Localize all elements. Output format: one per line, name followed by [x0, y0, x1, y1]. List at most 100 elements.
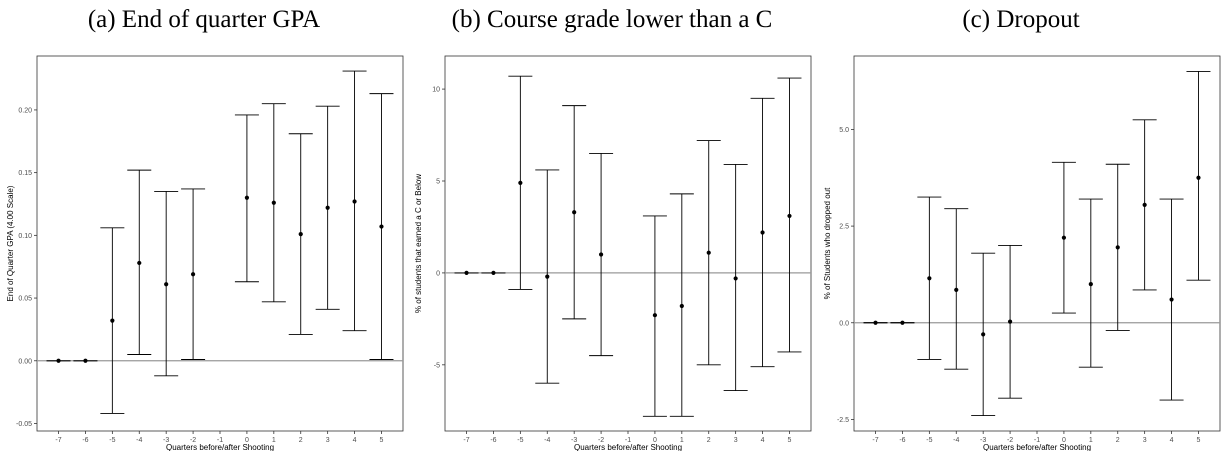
y-tick-label: 10: [432, 87, 440, 94]
chart-title: (a) End of quarter GPA: [87, 6, 321, 33]
estimate-3: [315, 105, 340, 310]
x-tick-label: 4: [761, 437, 765, 444]
x-tick-label: -5: [109, 437, 115, 444]
point-estimate: [787, 213, 792, 219]
x-axis-title: Quarters before/after Shooting: [983, 443, 1091, 451]
x-tick-label: 0: [245, 437, 249, 444]
point-estimate: [464, 270, 469, 276]
y-tick-label: 0.10: [18, 233, 32, 240]
y-tick-label: 5.0: [839, 127, 849, 134]
point-estimate: [706, 250, 711, 255]
estimate-4: [1159, 198, 1184, 401]
x-tick-label: -2: [598, 437, 604, 444]
x-tick-label: 3: [1143, 437, 1147, 444]
x-tick-label: -7: [463, 437, 469, 444]
estimate-1: [1078, 198, 1103, 368]
y-tick-label: -0.05: [16, 421, 32, 428]
x-tick-label: -5: [926, 437, 932, 444]
plot-frame: [36, 55, 404, 432]
estimate-5: [777, 77, 802, 353]
x-tick-label: 5: [1197, 437, 1201, 444]
x-tick-label: -3: [980, 437, 986, 444]
x-tick-label: -3: [163, 437, 169, 444]
estimate-1: [669, 193, 694, 417]
estimate--4: [127, 169, 152, 355]
x-tick-label: -5: [517, 437, 523, 444]
x-tick-label: 1: [272, 437, 276, 444]
estimate-4: [750, 97, 775, 368]
estimate-2: [288, 133, 313, 335]
x-tick-label: 5: [788, 437, 792, 444]
y-axis-title: % of Students who dropped out: [823, 187, 832, 299]
point-estimate: [83, 358, 88, 363]
x-tick-label: 3: [326, 437, 330, 444]
point-estimate: [271, 200, 276, 205]
point-estimate: [298, 231, 303, 237]
estimate--4: [944, 208, 969, 370]
y-axis-title: % of students that earned a C or Below: [414, 174, 423, 313]
x-tick-label: 0: [653, 437, 657, 444]
estimate-5: [369, 93, 394, 360]
y-tick-label: 5: [436, 179, 440, 186]
estimate-2: [696, 140, 721, 366]
x-tick-label: 1: [1089, 437, 1093, 444]
y-tick-label: 0.0: [839, 320, 849, 327]
point-estimate: [379, 224, 384, 229]
point-estimate: [1142, 202, 1147, 207]
point-estimate: [1007, 319, 1013, 324]
point-estimate: [137, 260, 142, 266]
point-estimate: [572, 210, 577, 215]
point-estimate: [56, 358, 61, 363]
x-tick-label: 0: [1062, 437, 1066, 444]
estimate-1: [261, 103, 286, 303]
estimate--3: [971, 252, 996, 416]
x-tick-label: -6: [82, 437, 88, 444]
plot-frame: [444, 55, 812, 432]
estimate--2: [998, 244, 1023, 399]
x-tick-label: -4: [544, 437, 550, 444]
estimate--5: [917, 196, 942, 360]
estimate--2: [181, 188, 206, 360]
x-tick-label: 4: [1170, 437, 1174, 444]
y-tick-label: -2.5: [837, 417, 849, 424]
point-estimate: [954, 287, 959, 292]
point-estimate: [190, 272, 196, 277]
point-estimate: [981, 332, 986, 337]
x-axis-title: Quarters before/after Shooting: [574, 443, 682, 451]
point-estimate: [927, 276, 932, 281]
estimate--6: [890, 320, 915, 325]
point-estimate: [1061, 235, 1067, 240]
estimate--2: [589, 152, 614, 357]
estimate--5: [100, 227, 125, 414]
point-estimate: [164, 282, 169, 287]
x-tick-label: -2: [190, 437, 196, 444]
estimate-3: [1132, 119, 1157, 291]
point-estimate: [491, 270, 496, 276]
estimate--7: [454, 270, 479, 276]
point-estimate: [679, 303, 684, 309]
estimate-3: [723, 164, 748, 392]
x-tick-label: -3: [571, 437, 577, 444]
y-tick-label: 0.05: [18, 296, 32, 303]
estimate-0: [642, 215, 667, 417]
x-tick-label: -7: [55, 437, 61, 444]
panel-gpa: (a) End of quarter GPA -0.05 0.00 0.05 0.10…: [0, 0, 408, 451]
x-tick-label: 4: [353, 437, 357, 444]
point-estimate: [1196, 175, 1201, 180]
x-tick-label: 5: [380, 437, 384, 444]
estimate--5: [508, 75, 533, 290]
estimate--7: [863, 320, 888, 325]
point-estimate: [518, 180, 523, 185]
point-estimate: [760, 230, 765, 235]
x-tick-label: 2: [1116, 437, 1120, 444]
x-tick-label: -4: [136, 437, 142, 444]
plot-frame: [853, 55, 1221, 432]
chart-dropout: -2.5 0.0 2.5 5.0 -7 -6 -5 -4 -3 -2 -1 0 1 2 3 4 5 Quarter…: [823, 55, 1221, 451]
estimate--3: [154, 191, 179, 377]
chart-gpa: -0.05 0.00 0.05 0.10 0.15 0.20 -7 -6 -5 -4 -3 -2 -1 0…: [6, 55, 404, 451]
x-axis-title: Quarters before/after Shooting: [166, 443, 274, 451]
point-estimate: [873, 320, 878, 325]
point-estimate: [325, 205, 330, 210]
point-estimate: [244, 195, 250, 200]
estimate--6: [73, 358, 98, 363]
